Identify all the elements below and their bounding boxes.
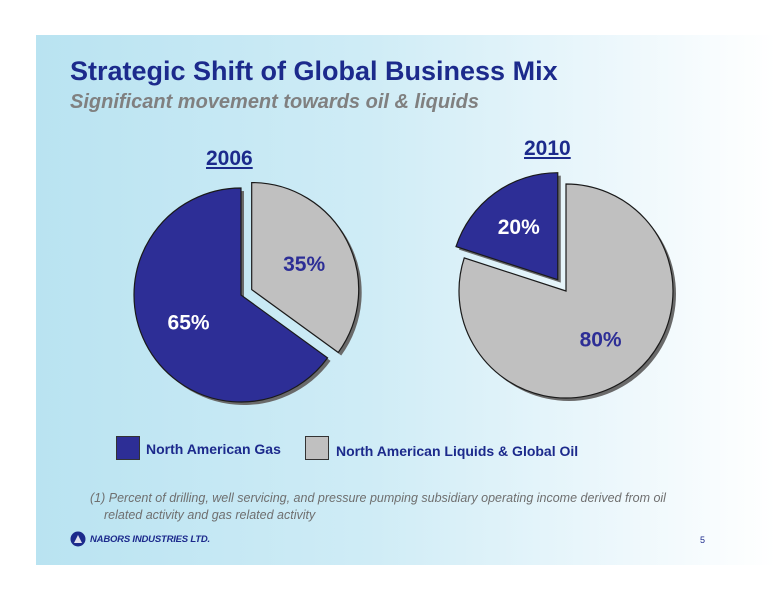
legend-label-oil: North American Liquids & Global Oil [336, 443, 579, 459]
pie-label-2006-oil: 35% [283, 253, 325, 276]
nabors-logo-icon [70, 531, 86, 547]
logo-text: NABORS INDUSTRIES LTD. [90, 533, 210, 545]
pie-2010: 80% 20% [455, 172, 676, 401]
legend-label-gas: North American Gas [146, 441, 281, 457]
footnote-line-1: (1) Percent of drilling, well servicing,… [90, 491, 666, 505]
pie-2006-title: 2006 [206, 147, 253, 170]
footnote-line-2: related activity and gas related activit… [104, 508, 316, 522]
pie-2010-title: 2010 [524, 137, 571, 160]
pie-slice-2006-gas [133, 187, 329, 403]
pie-label-2006-gas: 65% [168, 312, 210, 335]
pie-slice-2010-oil [458, 183, 674, 399]
pie-label-2010-oil: 80% [580, 329, 622, 352]
footnote: (1) Percent of drilling, well servicing,… [90, 490, 700, 524]
pie-2006: 65% 35% [133, 181, 362, 405]
pie-label-2010-gas: 20% [498, 216, 540, 239]
slide-subtitle: Significant movement towards oil & liqui… [70, 91, 479, 113]
company-logo: NABORS INDUSTRIES LTD. [70, 530, 210, 548]
pie-slice-2006-oil [251, 181, 360, 354]
pie-slice-2010-gas [455, 172, 559, 281]
page-number: 5 [700, 535, 706, 545]
slide-title: Strategic Shift of Global Business Mix [70, 56, 558, 86]
legend-swatch-gas [116, 436, 140, 460]
legend-swatch-oil [305, 436, 329, 460]
